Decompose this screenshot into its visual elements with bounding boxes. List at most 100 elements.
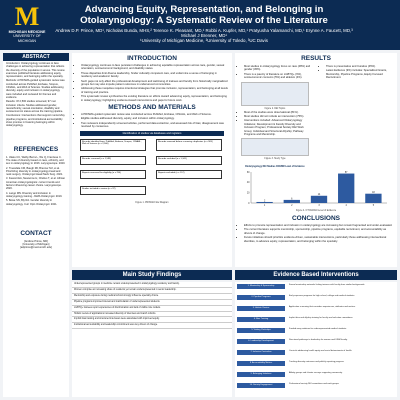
finding-row: Institutional accountability and leaders… — [72, 323, 232, 330]
flow-box-identified: Records identified from: PubMed, Embase,… — [80, 138, 146, 151]
introduction-heading: INTRODUCTION — [127, 55, 177, 62]
list-item: Such gaps not only affect the profession… — [81, 80, 228, 87]
list-item: These disparities limit diverse leadersh… — [81, 72, 228, 79]
x-tick-label: 4 — [346, 204, 348, 207]
prisma-flow-diagram: Identification of studies via databases … — [80, 130, 224, 209]
x-tick-label: 5 — [373, 204, 375, 207]
results-right: There is preventative and Curative (45%)… — [317, 64, 397, 81]
evidence-row: 10. Society Engagement Professional socie… — [237, 383, 395, 389]
list-item: Interventions included: Advanced Otolary… — [244, 119, 311, 136]
logo-text: MICHIGAN MEDICINE — [8, 30, 46, 34]
contact-email[interactable]: [adprince@med.umich.edu] — [20, 246, 52, 250]
evidence-label: 10. Society Engagement — [237, 383, 285, 388]
bar-value-label: 18 — [372, 192, 375, 194]
bottom-headings: Main Study Findings Evidence Based Inter… — [72, 270, 397, 280]
flow-box-included: Studies included in review (n = 97) — [80, 185, 146, 195]
y-tick-label: 40 — [247, 181, 250, 184]
list-item: The current literature supports mentorsh… — [244, 228, 393, 235]
finding-row: LGBTQ+ trainees report experiences of di… — [72, 306, 232, 312]
logo-letter: M — [14, 2, 40, 31]
finding-row: Underrepresented groups in medicine rema… — [72, 282, 232, 288]
right-column: RESULTS Most studies in otolaryngology f… — [235, 53, 397, 267]
evidence-row: 5. Visiting Clerkships Funded away rotati… — [237, 328, 395, 334]
affiliations: ¹University of Michigan Medicine, ²Unive… — [140, 38, 268, 44]
flow-box-reports-excluded: Reports excluded (n = 157) — [156, 169, 222, 179]
list-item: This systematic review synthesizes the e… — [81, 95, 228, 102]
evidence-row: 9. Belonging Initiatives Affinity groups … — [237, 372, 395, 378]
contact-heading: CONTACT — [20, 229, 52, 237]
evidence-row: 3. Holistic Review Application screening … — [237, 306, 395, 312]
evidence-row: 6. Leadership Development Structured path… — [237, 339, 395, 345]
list-item: Otolaryngology continues to face persist… — [81, 64, 228, 71]
evidence-row: 7. Inclusive Curriculum Curricula address… — [237, 350, 395, 356]
findings-panel: Underrepresented groups in medicine rema… — [72, 282, 232, 397]
left-column: ABSTRACT Introduction: Otolaryngology co… — [3, 53, 69, 397]
evidence-row: 1. Mentorship & Sponsorship Formal mentor… — [237, 284, 395, 290]
middle-column: INTRODUCTION Otolaryngology continues to… — [72, 53, 232, 267]
flow-caption: Figure 1. PRISMA Flow Diagram — [135, 201, 169, 204]
references-list: 1. Ukatu CC, Welby Berra L, Wu Q, Franze… — [3, 155, 69, 208]
references-heading: REFERENCES — [13, 145, 59, 153]
evidence-text: Curricula addressing health equity and s… — [289, 350, 353, 352]
evidence-text: Tracking diversity outcomes and publicly… — [289, 361, 345, 363]
y-tick-label: 0 — [248, 202, 250, 205]
chart-title: Otolaryngology DEI Studies OCEBM Level o… — [245, 166, 305, 168]
poster-header: M MICHIGAN MEDICINE UNIVERSITY OF MICHIG… — [0, 0, 400, 50]
evidence-text: Implicit bias and allyship training for … — [289, 317, 353, 319]
evidence-label: 8. Accountability Metrics — [237, 361, 285, 366]
evidence-row: 8. Accountability Metrics Tracking divers… — [237, 361, 395, 367]
finding-row: Implicit bias training and structured in… — [72, 317, 232, 324]
evidence-text: Funded away rotations for underrepresent… — [289, 328, 347, 330]
evidence-text: Formal mentorship networks linking train… — [289, 284, 365, 286]
list-item: Eligible studies addressed diversity, eq… — [81, 117, 228, 120]
reference-item: 4. Lango MN. Diversity and inclusion in … — [6, 191, 63, 198]
results-bullets: Most studies in otolaryngology focus on … — [239, 65, 311, 80]
contact-org: [University of Michigan] — [22, 243, 50, 247]
chart-bar — [256, 201, 273, 203]
bar-value-label: 57 — [345, 172, 348, 174]
conclusions-heading: CONCLUSIONS — [291, 215, 341, 222]
poster-title: Advancing Equity, Representation, and Be… — [80, 4, 328, 26]
bottom-section: Main Study Findings Evidence Based Inter… — [72, 270, 397, 397]
evidence-text: Professional society DEI committees and … — [289, 383, 340, 385]
evidence-label: 3. Holistic Review — [237, 306, 285, 311]
finding-row: Holistic review of applications increase… — [72, 312, 232, 318]
x-tick-label: 3 — [318, 204, 320, 207]
evidence-text: Application screening that considers exp… — [289, 306, 356, 308]
list-item: There is a paucity of literature on LGBT… — [244, 73, 311, 80]
evidence-label: 6. Leadership Development — [237, 339, 285, 344]
chart-bar — [338, 173, 355, 203]
finding-row: Pipeline programs improved interest and … — [72, 300, 232, 306]
evidence-heading: Evidence Based Interventions — [235, 270, 397, 280]
reference-item: 2. Truesdale CM, Baugh RF, Brenner MJ, e… — [6, 166, 64, 177]
results-heading: RESULTS — [301, 55, 331, 62]
bar-value-label: 6 — [291, 198, 293, 200]
evidence-row: 2. Pipeline Programs Early exposure progr… — [237, 295, 395, 301]
results-body: Most studies in otolaryngology focus on … — [235, 64, 397, 214]
author-list: Andrew D.P. Prince, MD¹, Nicholas Bunda,… — [55, 28, 353, 39]
y-tick-label: 20 — [247, 191, 250, 194]
methods-bullets: A PRISMA-guided systematic review was co… — [76, 113, 228, 129]
results-right-bullets: There is preventative and Curative (45%)… — [321, 65, 393, 80]
chart-bar — [283, 199, 300, 203]
y-tick-label: 60 — [247, 171, 250, 174]
results-bullets-2: Most of the studies were observational (… — [239, 111, 311, 137]
contact-info: [Andrew Prince, MD] [University of Michi… — [3, 239, 69, 251]
evidence-text: Structured pathways to leadership for wo… — [289, 339, 348, 341]
list-item: Future initiatives should prioritize evi… — [244, 236, 393, 243]
list-item: A PRISMA-guided systematic review was co… — [81, 113, 228, 116]
evidence-label: 2. Pipeline Programs — [237, 295, 285, 300]
list-item: Most studies in otolaryngology focus on … — [244, 65, 311, 72]
x-tick-label: 1 — [264, 204, 266, 207]
list-item: Addressing these inequities requires int… — [81, 87, 228, 94]
flow-header: Identification of studies via databases … — [80, 130, 224, 136]
reference-item: 1. Ukatu CC, Welby Berra L, Wu Q, Franze… — [6, 155, 66, 166]
list-item: There is preventative and Curative (45%)… — [326, 65, 393, 68]
evidence-label: 5. Visiting Clerkships — [237, 328, 285, 333]
contact-name: [Andrew Prince, MD] — [24, 239, 48, 243]
findings-heading: Main Study Findings — [72, 270, 232, 280]
bar-value-label: 14 — [318, 194, 321, 196]
header-right-panel — [358, 0, 400, 50]
list-item: Most studies did not include an interven… — [244, 115, 311, 118]
flow-box-removed: Records removed before screening: duplic… — [156, 138, 222, 151]
